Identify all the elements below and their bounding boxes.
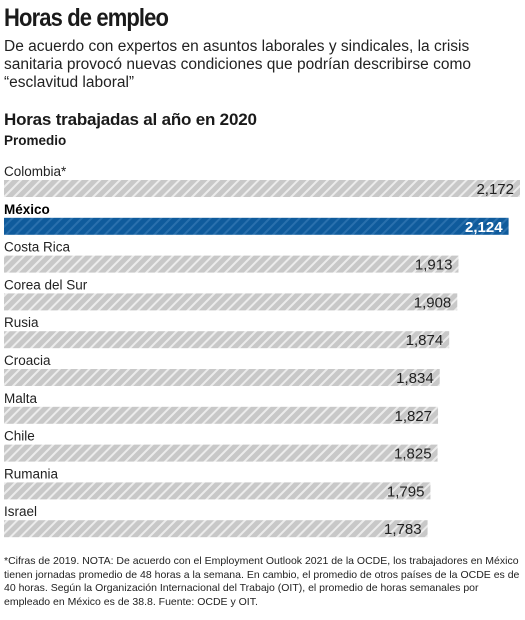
- bar: [4, 482, 431, 500]
- value-label: 2,172: [476, 181, 514, 198]
- category-label: Corea del Sur: [4, 277, 88, 292]
- bar: [4, 520, 428, 538]
- value-label: 2,124: [465, 219, 503, 236]
- chart-title: Horas trabajadas al año en 2020: [4, 110, 257, 129]
- bar-chart: Colombia* 2,172 México 2,124 Costa Rica 1,913…: [4, 164, 520, 538]
- value-label: 1,783: [384, 521, 422, 538]
- bar: [4, 331, 450, 349]
- value-label: 1,908: [414, 294, 452, 311]
- bar: [4, 444, 438, 462]
- bar-highlight: [4, 217, 509, 235]
- footnote: *Cifras de 2019. NOTA: De acuerdo con el…: [4, 555, 520, 608]
- category-label: Chile: [4, 429, 35, 444]
- value-label: 1,913: [415, 257, 453, 274]
- category-label: Croacia: [4, 353, 51, 368]
- page-title: Horas de empleo: [4, 4, 169, 32]
- bar: [4, 180, 520, 197]
- category-label: Rumania: [4, 466, 59, 481]
- category-label: Rusia: [4, 315, 39, 330]
- category-label: Israel: [4, 504, 37, 519]
- value-label: 1,825: [394, 446, 432, 463]
- bar: [4, 406, 439, 424]
- value-label: 1,834: [396, 370, 434, 387]
- value-label: 1,795: [387, 483, 425, 500]
- bar: [4, 255, 459, 273]
- category-label: México: [4, 202, 50, 217]
- category-label: Malta: [4, 391, 38, 406]
- value-label: 1,874: [406, 332, 444, 349]
- intro-text: De acuerdo con expertos en asuntos labor…: [4, 38, 471, 91]
- category-label: Colombia*: [4, 164, 67, 179]
- bar: [4, 293, 458, 311]
- category-label: Costa Rica: [4, 240, 71, 255]
- chart-subtitle: Promedio: [4, 133, 67, 148]
- bar: [4, 369, 440, 386]
- value-label: 1,827: [394, 408, 432, 425]
